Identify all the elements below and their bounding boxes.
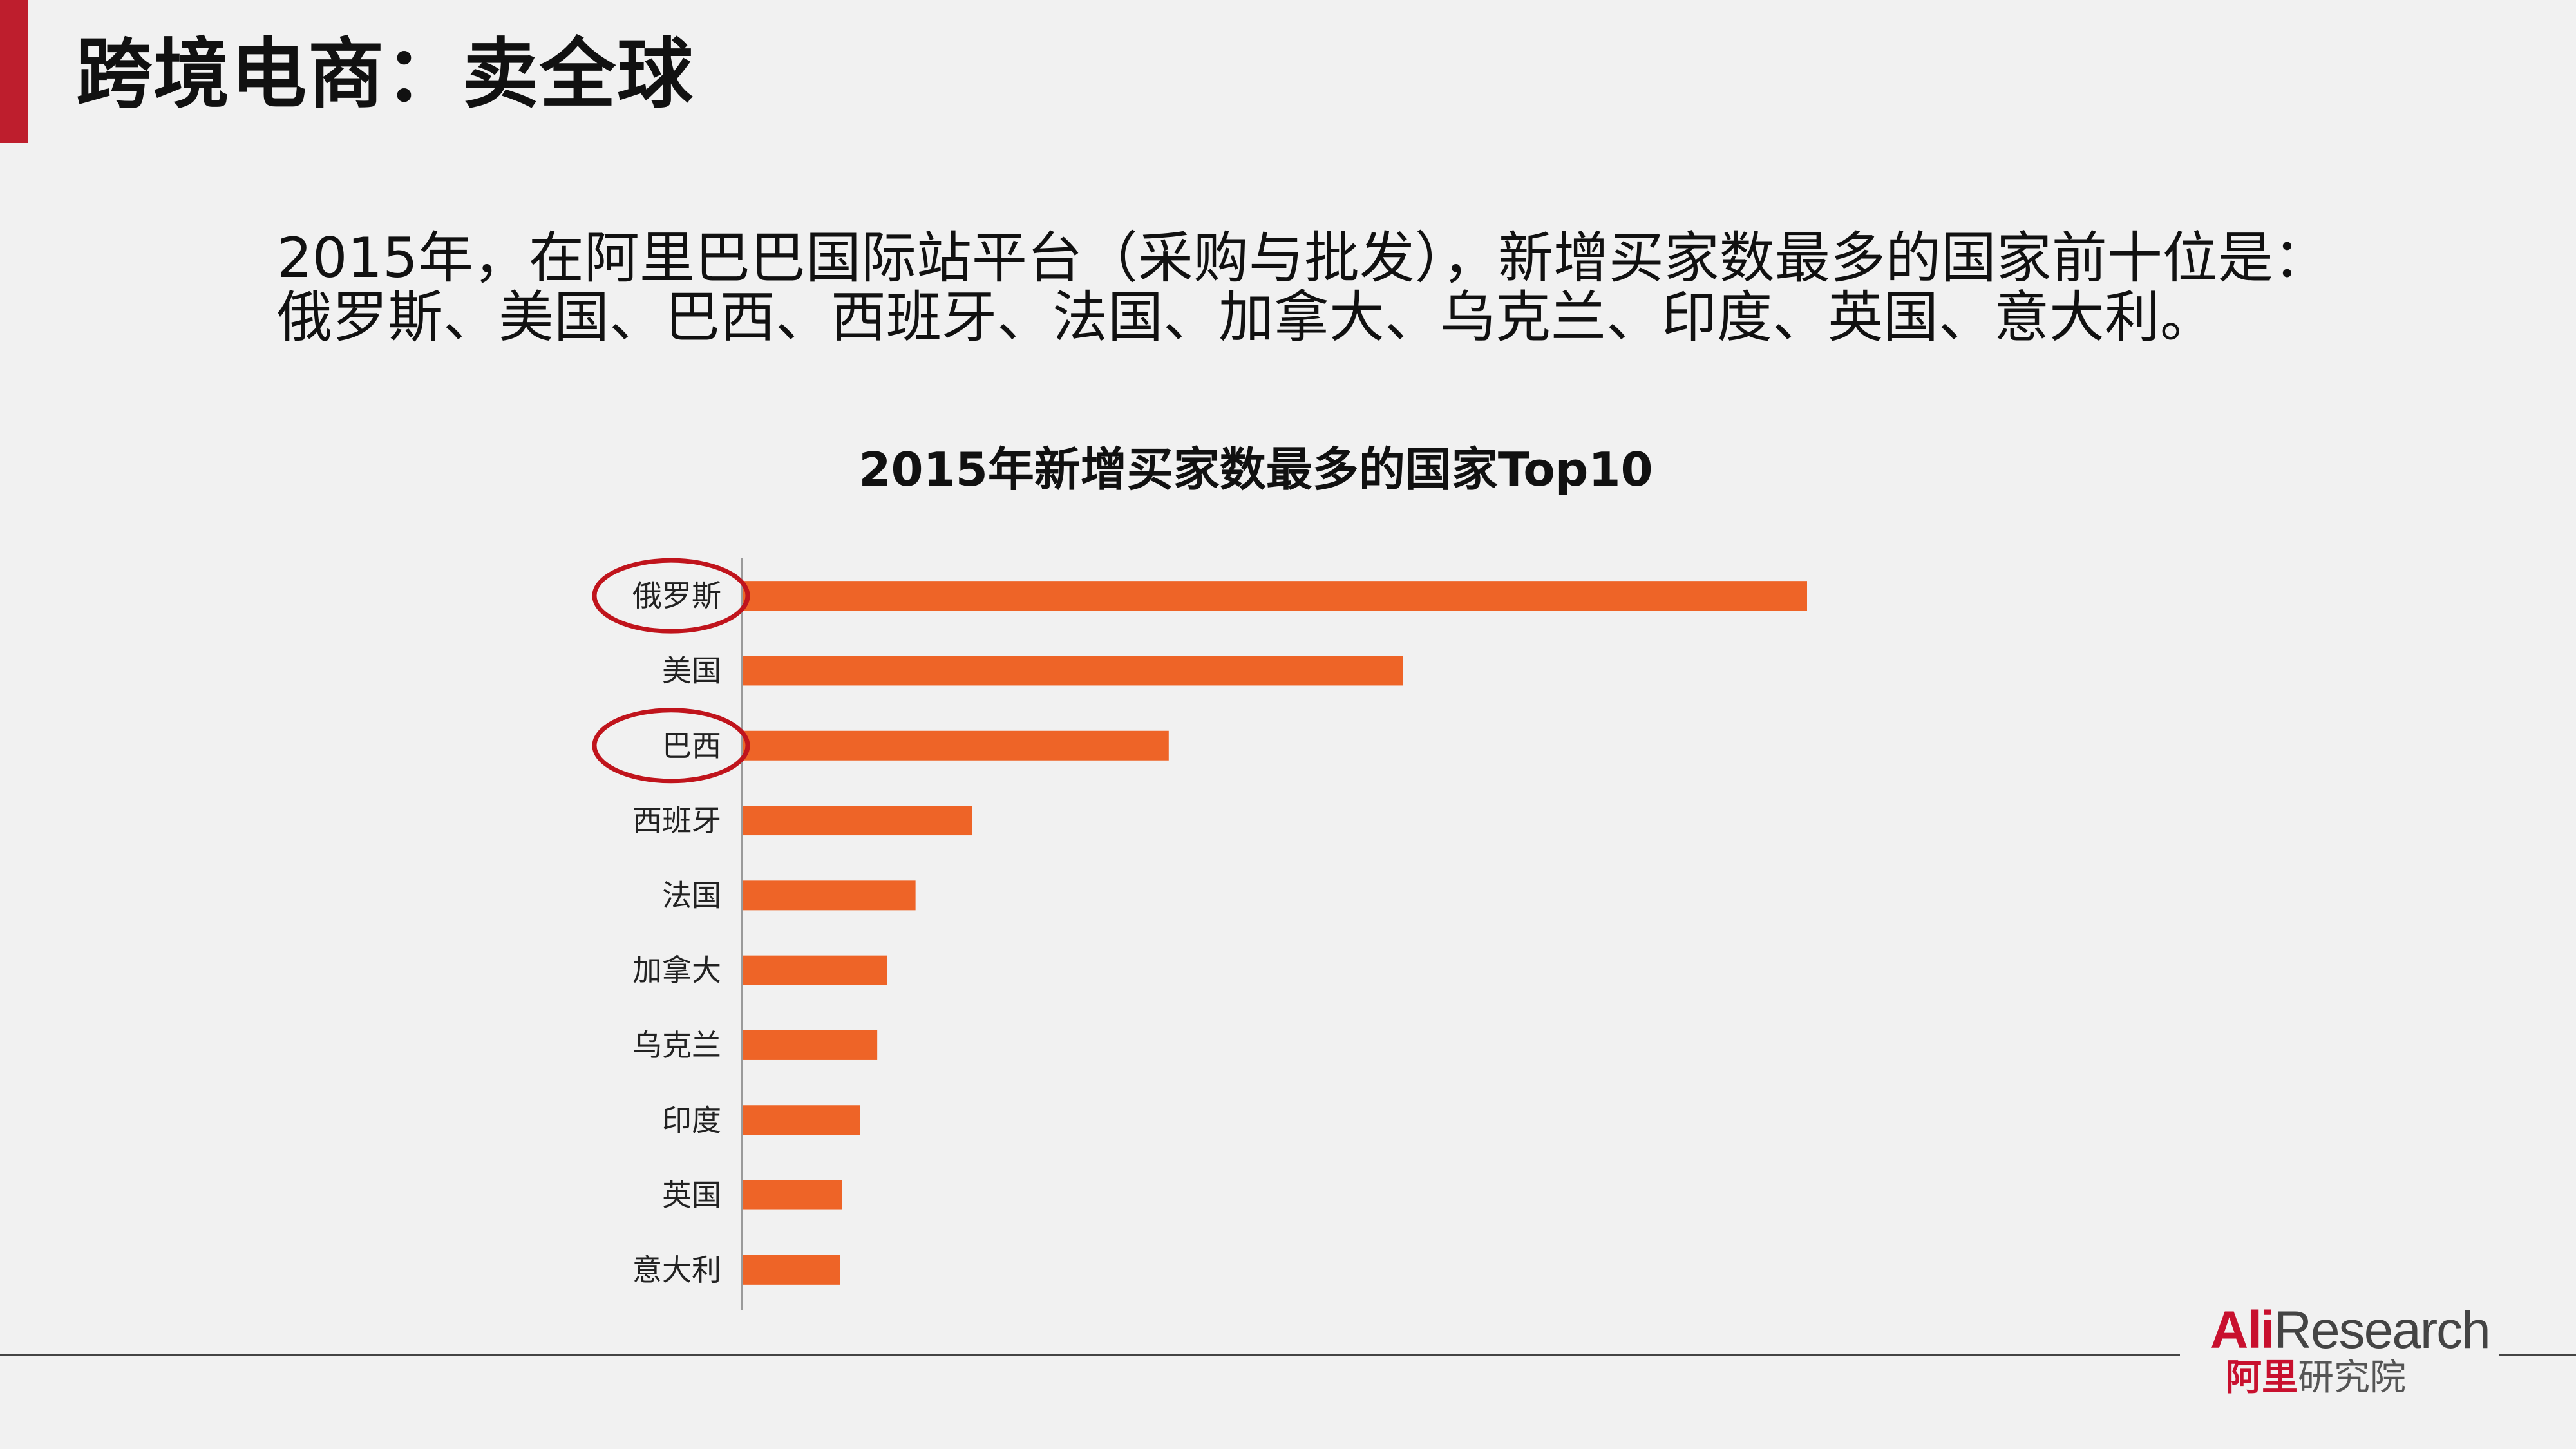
title-accent-bar: [0, 0, 28, 143]
category-label-5: 加拿大: [632, 953, 721, 988]
category-label-4: 法国: [662, 878, 721, 913]
bar-1: [743, 656, 1403, 686]
logo-cn-red-text: 阿里: [2226, 1357, 2298, 1399]
bar-0: [743, 581, 1807, 611]
category-label-1: 美国: [662, 653, 721, 688]
bar-8: [743, 1180, 842, 1210]
footer-divider-right: [2499, 1354, 2576, 1356]
bar-4: [743, 880, 916, 911]
intro-line-1: 2015年，在阿里巴巴国际站平台（采购与批发），新增买家数最多的国家前十位是：: [277, 226, 2329, 290]
chart-title: 2015年新增买家数最多的国家Top10: [858, 442, 1653, 497]
logo-research-text: Research: [2273, 1301, 2491, 1359]
slide-title: 跨境电商：卖全球: [76, 30, 695, 118]
category-label-0: 俄罗斯: [632, 578, 721, 613]
bar-7: [743, 1105, 860, 1135]
category-label-6: 乌克兰: [632, 1028, 721, 1063]
category-label-8: 英国: [662, 1178, 721, 1213]
category-label-3: 西班牙: [632, 803, 721, 838]
aliresearch-logo: AliResearch 阿里研究院: [2210, 1304, 2494, 1401]
bar-6: [743, 1030, 878, 1060]
bar-9: [743, 1255, 840, 1285]
intro-line-2: 俄罗斯、美国、巴西、西班牙、法国、加拿大、乌克兰、印度、英国、意大利。: [277, 285, 2215, 350]
footer-divider-left: [0, 1354, 2180, 1356]
bar-3: [743, 806, 972, 836]
logo-ali-text: Ali: [2210, 1301, 2275, 1359]
bar-5: [743, 955, 887, 985]
highlight-circle-0: [592, 558, 750, 634]
category-label-9: 意大利: [632, 1253, 721, 1287]
logo-cn-grey-text: 研究院: [2298, 1357, 2406, 1399]
category-label-7: 印度: [662, 1103, 721, 1137]
category-label-2: 巴西: [662, 728, 721, 763]
highlight-circle-2: [592, 708, 750, 784]
bar-2: [743, 730, 1169, 761]
intro-text: 2015年，在阿里巴巴国际站平台（采购与批发），新增买家数最多的国家前十位是： …: [277, 229, 2338, 347]
